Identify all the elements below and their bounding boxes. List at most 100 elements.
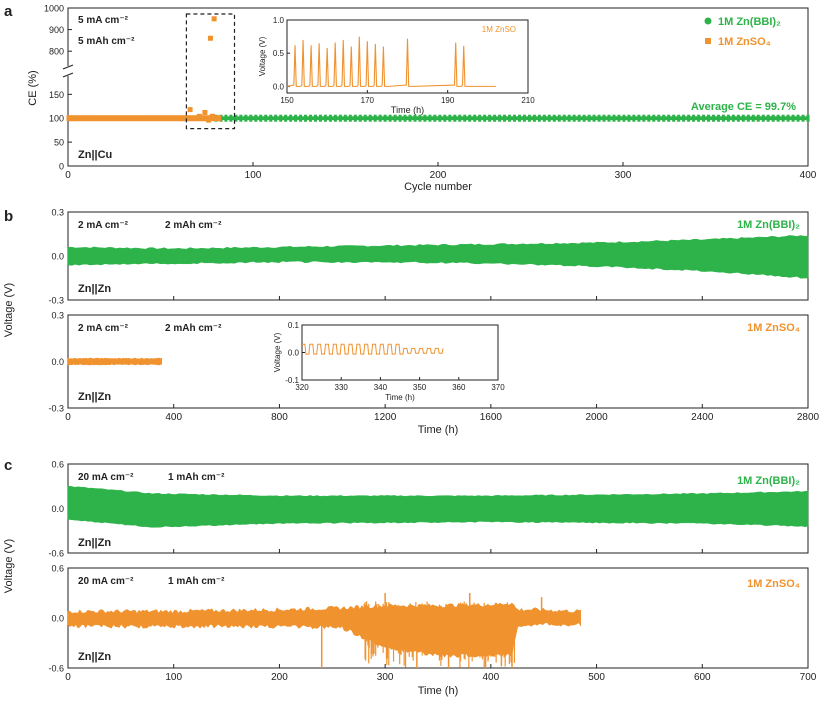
x-tick-label: 200 xyxy=(271,672,288,683)
data-point-znso4-outlier xyxy=(207,35,213,41)
axis-label-y: Voltage (V) xyxy=(3,283,15,337)
data-point-zn-bbi xyxy=(224,114,228,122)
data-point-zn-bbi xyxy=(318,114,322,122)
data-point-zn-bbi xyxy=(731,114,735,122)
data-point-zn-bbi xyxy=(786,114,790,122)
data-point-znso4 xyxy=(69,115,73,122)
data-point-znso4 xyxy=(125,115,129,122)
data-point-zn-bbi xyxy=(791,114,795,122)
data-point-zn-bbi xyxy=(413,114,417,122)
data-point-zn-bbi xyxy=(642,114,646,122)
data-point-znso4 xyxy=(81,115,85,122)
trace-znso4-20mA xyxy=(67,602,581,658)
legend-label-green: 1M Zn(BBI)₂ xyxy=(718,16,781,28)
data-point-zn-bbi xyxy=(274,114,278,122)
cell-label: Zn||Zn xyxy=(78,391,111,403)
data-point-znso4 xyxy=(133,115,137,122)
data-point-zn-bbi xyxy=(353,114,357,122)
panel-letter-a: a xyxy=(4,3,13,20)
data-point-znso4 xyxy=(97,115,101,122)
data-point-zn-bbi xyxy=(716,114,720,122)
x-tick-label: 300 xyxy=(615,170,632,181)
data-point-zn-bbi xyxy=(702,114,706,122)
data-point-znso4 xyxy=(84,115,88,122)
data-point-zn-bbi xyxy=(761,114,765,122)
data-point-znso4 xyxy=(182,115,186,122)
y-tick-label: -0.6 xyxy=(48,549,64,559)
x-tick-label: 2000 xyxy=(585,412,608,423)
annotation-average-ce: Average CE = 99.7% xyxy=(691,101,796,113)
data-point-zn-bbi xyxy=(468,114,472,122)
y-tick-label: -0.3 xyxy=(48,296,64,306)
condition-current: 20 mA cm⁻² xyxy=(78,472,134,483)
panel-letter-c: c xyxy=(4,457,12,474)
data-point-zn-bbi xyxy=(532,114,536,122)
x-tick-label: 100 xyxy=(245,170,262,181)
data-point-zn-bbi xyxy=(388,114,392,122)
data-point-zn-bbi xyxy=(557,114,561,122)
data-point-zn-bbi xyxy=(537,114,541,122)
data-point-znso4 xyxy=(123,115,127,122)
data-point-zn-bbi xyxy=(473,114,477,122)
data-point-zn-bbi xyxy=(602,114,606,122)
x-tick-label: 400 xyxy=(800,170,817,181)
data-point-znso4 xyxy=(151,115,155,122)
y-tick-label: 50 xyxy=(54,138,64,148)
data-point-zn-bbi xyxy=(592,114,596,122)
data-point-zn-bbi xyxy=(652,114,656,122)
inset-voltage-trace xyxy=(286,36,496,87)
axis-label-y: CE (%) xyxy=(27,70,39,105)
y-tick-label: -0.6 xyxy=(48,664,64,674)
y-tick-label: 0.3 xyxy=(51,208,64,218)
data-point-zn-bbi xyxy=(503,114,507,122)
data-point-zn-bbi xyxy=(338,114,342,122)
data-point-znso4 xyxy=(164,115,168,122)
inset-y-tick-label: 1.0 xyxy=(273,16,285,25)
condition-capacity: 2 mAh cm⁻² xyxy=(165,323,222,334)
x-tick-label: 1600 xyxy=(480,412,503,423)
data-point-znso4 xyxy=(94,115,98,122)
data-point-znso4 xyxy=(166,115,170,122)
data-point-zn-bbi xyxy=(234,114,238,122)
data-point-zn-bbi xyxy=(443,114,447,122)
data-point-zn-bbi xyxy=(294,114,298,122)
data-point-zn-bbi xyxy=(587,114,591,122)
x-tick-label: 300 xyxy=(377,672,394,683)
inset-series-label: 1M ZnSO xyxy=(482,25,516,34)
data-point-zn-bbi xyxy=(517,114,521,122)
data-point-znso4 xyxy=(146,115,150,122)
data-point-znso4 xyxy=(76,115,80,122)
data-point-zn-bbi xyxy=(363,114,367,122)
data-point-zn-bbi xyxy=(408,114,412,122)
data-point-znso4 xyxy=(169,115,173,122)
data-point-zn-bbi xyxy=(323,114,327,122)
data-point-znso4 xyxy=(102,115,106,122)
y-tick-label: 100 xyxy=(49,114,64,124)
data-point-zn-bbi xyxy=(736,114,740,122)
data-point-zn-bbi xyxy=(751,114,755,122)
data-point-znso4-outlier xyxy=(187,107,193,113)
inset-y-tick-label: 0.0 xyxy=(273,82,285,91)
inset-x-tick-label: 370 xyxy=(491,383,505,392)
legend-marker-green xyxy=(704,17,712,25)
inset-x-tick-label: 340 xyxy=(374,383,388,392)
data-point-zn-bbi xyxy=(741,114,745,122)
data-point-znso4 xyxy=(71,115,75,122)
data-point-zn-bbi xyxy=(259,114,263,122)
panel-letter-b: b xyxy=(4,208,13,225)
data-point-zn-bbi xyxy=(756,114,760,122)
data-point-zn-bbi xyxy=(512,114,516,122)
data-point-znso4 xyxy=(115,115,119,122)
data-point-znso4 xyxy=(66,115,70,122)
data-point-zn-bbi xyxy=(393,114,397,122)
data-point-zn-bbi xyxy=(508,114,512,122)
data-point-zn-bbi xyxy=(333,114,337,122)
data-point-zn-bbi xyxy=(726,114,730,122)
y-tick-label: 1000 xyxy=(44,4,64,14)
data-point-zn-bbi xyxy=(373,114,377,122)
data-point-znso4-outlier xyxy=(202,109,208,115)
data-point-zn-bbi xyxy=(383,114,387,122)
inset-x-label: Time (h) xyxy=(391,105,424,115)
data-point-znso4 xyxy=(174,115,178,122)
data-point-zn-bbi xyxy=(682,114,686,122)
